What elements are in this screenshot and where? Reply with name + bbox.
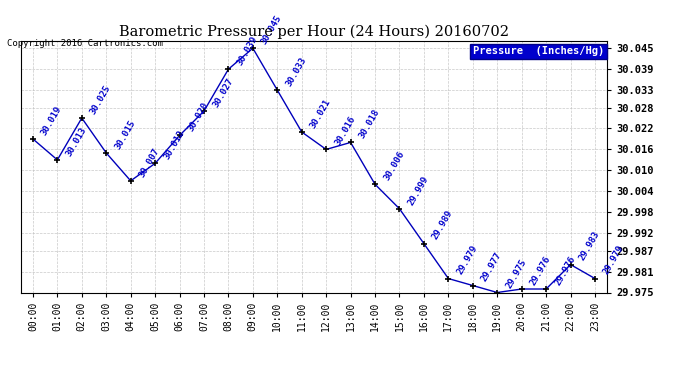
Text: 30.007: 30.007: [137, 146, 161, 178]
Text: 29.979: 29.979: [455, 244, 480, 276]
Text: 30.019: 30.019: [40, 104, 63, 137]
Text: 30.027: 30.027: [211, 76, 235, 109]
Text: 30.012: 30.012: [162, 129, 186, 161]
Text: 30.006: 30.006: [382, 150, 406, 182]
Text: Pressure  (Inches/Hg): Pressure (Inches/Hg): [473, 46, 604, 56]
Text: 30.016: 30.016: [333, 115, 357, 147]
Text: 29.975: 29.975: [504, 258, 528, 290]
Text: 29.977: 29.977: [480, 251, 504, 284]
Text: 30.018: 30.018: [357, 108, 382, 140]
Text: 29.979: 29.979: [602, 244, 626, 276]
Text: 30.021: 30.021: [308, 98, 333, 130]
Text: 29.976: 29.976: [553, 254, 577, 287]
Title: Barometric Pressure per Hour (24 Hours) 20160702: Barometric Pressure per Hour (24 Hours) …: [119, 24, 509, 39]
Text: 30.039: 30.039: [235, 34, 259, 67]
Text: 30.013: 30.013: [64, 125, 88, 158]
Text: 29.983: 29.983: [578, 230, 602, 262]
Text: 29.989: 29.989: [431, 209, 455, 242]
Text: 29.999: 29.999: [406, 174, 431, 207]
Text: 30.045: 30.045: [260, 13, 284, 46]
Text: 29.976: 29.976: [529, 254, 553, 287]
Text: 30.015: 30.015: [113, 118, 137, 151]
Text: 30.033: 30.033: [284, 56, 308, 88]
Text: Copyright 2016 Cartronics.com: Copyright 2016 Cartronics.com: [7, 39, 163, 48]
Text: 30.020: 30.020: [186, 101, 210, 133]
Text: 30.025: 30.025: [89, 83, 112, 116]
